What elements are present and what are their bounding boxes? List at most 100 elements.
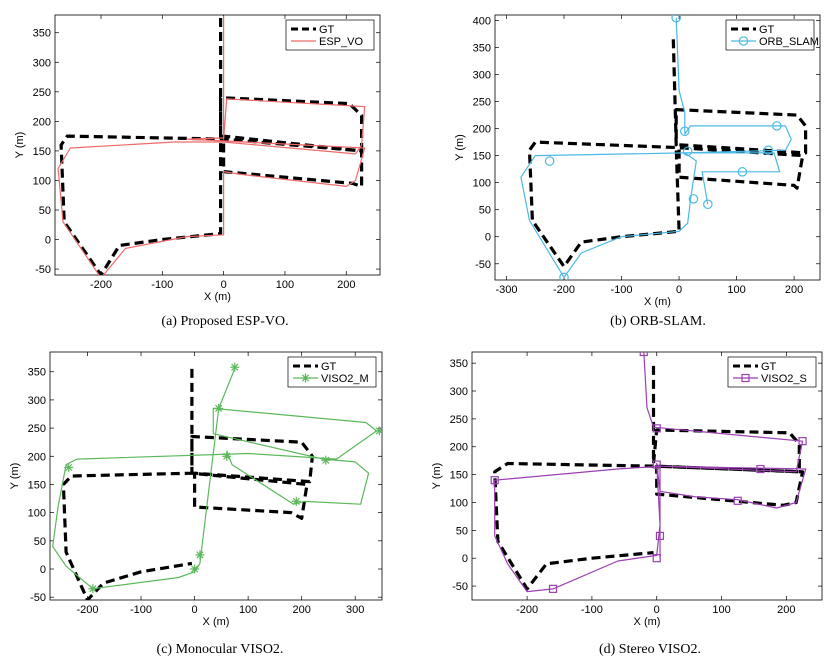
y-tick-label: 100 — [33, 175, 51, 187]
y-tick-label: 0 — [485, 232, 491, 244]
y-tick-label: 200 — [28, 451, 46, 463]
series-marker — [639, 352, 648, 357]
y-axis-label: Y (m) — [14, 132, 26, 159]
series-marker — [655, 531, 665, 541]
x-tick-label: 200 — [785, 284, 803, 296]
x-axis-label: X (m) — [203, 616, 230, 628]
series-marker — [214, 403, 224, 413]
marker-stroke — [89, 585, 97, 593]
legend-box — [287, 356, 377, 388]
plot-area — [490, 352, 807, 593]
y-tick-label: 50 — [479, 205, 491, 217]
panel-d: -200 -100 0 100 200 -50 0 50 100 150 200 250 300 350 X… — [431, 351, 823, 657]
y-tick-label: 250 — [28, 423, 46, 435]
legend-box — [285, 19, 375, 51]
marker-stroke — [375, 427, 382, 435]
series-marker — [374, 426, 382, 436]
marker-stroke — [223, 452, 231, 460]
legend-label: ORB_SLAM — [759, 36, 819, 48]
panel-caption: (b) ORB-SLAM. — [610, 314, 706, 329]
x-tick-label: 300 — [346, 604, 364, 616]
panel-caption: (a) Proposed ESP-VO. — [161, 314, 288, 329]
x-tick-label: -100 — [611, 284, 633, 296]
y-tick-label: 0 — [40, 564, 46, 576]
legend-label: GT — [321, 361, 337, 373]
x-tick-label: 0 — [192, 604, 198, 616]
y-tick-label: 400 — [473, 15, 491, 27]
y-axis-label: Y (m) — [9, 463, 21, 490]
series-marker — [230, 362, 240, 372]
series-marker — [652, 424, 661, 433]
series-marker — [703, 199, 713, 210]
plot-area — [520, 15, 808, 280]
x-tick-label: 200 — [292, 604, 310, 616]
legend-label: VISO2_M — [321, 373, 369, 385]
x-tick-label: -100 — [130, 604, 152, 616]
x-tick-label: 0 — [654, 604, 660, 616]
series-line-viso2_s — [494, 352, 807, 593]
y-tick-label: 50 — [34, 536, 46, 548]
series-line-gt — [61, 368, 314, 600]
y-axis-label: Y (m) — [454, 134, 466, 161]
series-marker — [321, 455, 331, 465]
y-tick-label: 300 — [450, 386, 468, 398]
plot-frame — [54, 14, 381, 276]
x-tick-label: 0 — [221, 279, 227, 291]
series-line-orb_slam — [520, 17, 792, 278]
y-tick-label: 300 — [33, 57, 51, 69]
series-marker — [88, 584, 98, 594]
legend-label: GT — [759, 24, 775, 36]
legend-label: GT — [761, 361, 777, 373]
x-tick-label: 200 — [777, 604, 795, 616]
y-tick-label: 200 — [473, 124, 491, 136]
y-tick-label: 150 — [33, 146, 51, 158]
series-marker — [688, 194, 699, 204]
y-tick-label: 250 — [473, 97, 491, 109]
series-marker — [291, 496, 301, 506]
series-marker — [772, 121, 782, 131]
y-tick-label: 0 — [45, 235, 51, 247]
x-tick-label: 0 — [676, 284, 682, 296]
y-tick-label: -50 — [35, 264, 51, 276]
y-tick-label: 350 — [28, 367, 46, 379]
y-tick-label: -50 — [475, 259, 491, 271]
series-marker — [64, 463, 74, 473]
y-tick-label: 250 — [450, 414, 468, 426]
series-marker — [737, 167, 748, 177]
marker-stroke — [190, 565, 199, 573]
y-tick-label: 0 — [462, 553, 468, 565]
legend-label: VISO2_S — [761, 373, 807, 385]
y-tick-label: 200 — [450, 442, 468, 454]
legend-marker — [738, 36, 749, 46]
legend-marker — [741, 373, 750, 383]
x-tick-label: -200 — [76, 604, 98, 616]
series-marker — [559, 272, 569, 280]
plot-area — [52, 362, 382, 600]
series-marker — [652, 460, 661, 469]
marker-stroke — [301, 374, 310, 382]
y-tick-label: 50 — [456, 525, 468, 537]
marker-stroke — [231, 363, 239, 371]
x-tick-label: -200 — [90, 279, 112, 291]
x-tick-label: 100 — [239, 604, 257, 616]
series-line-gt — [527, 39, 808, 269]
series-marker — [682, 146, 693, 157]
y-tick-label: 100 — [450, 497, 468, 509]
marker-stroke — [322, 456, 330, 464]
y-tick-label: 350 — [450, 358, 468, 370]
x-tick-label: -200 — [516, 604, 538, 616]
y-tick-label: 300 — [473, 69, 491, 81]
y-tick-label: -50 — [452, 581, 468, 593]
series-marker — [671, 15, 681, 23]
y-tick-label: -50 — [30, 592, 46, 604]
marker-stroke — [292, 497, 300, 505]
y-tick-label: 100 — [28, 508, 46, 520]
y-tick-label: 50 — [39, 205, 51, 217]
y-tick-label: 150 — [450, 470, 468, 482]
panel-c: -200 -100 0 100 200 300 -50 0 50 100 150 200 250 300 3… — [9, 351, 383, 657]
